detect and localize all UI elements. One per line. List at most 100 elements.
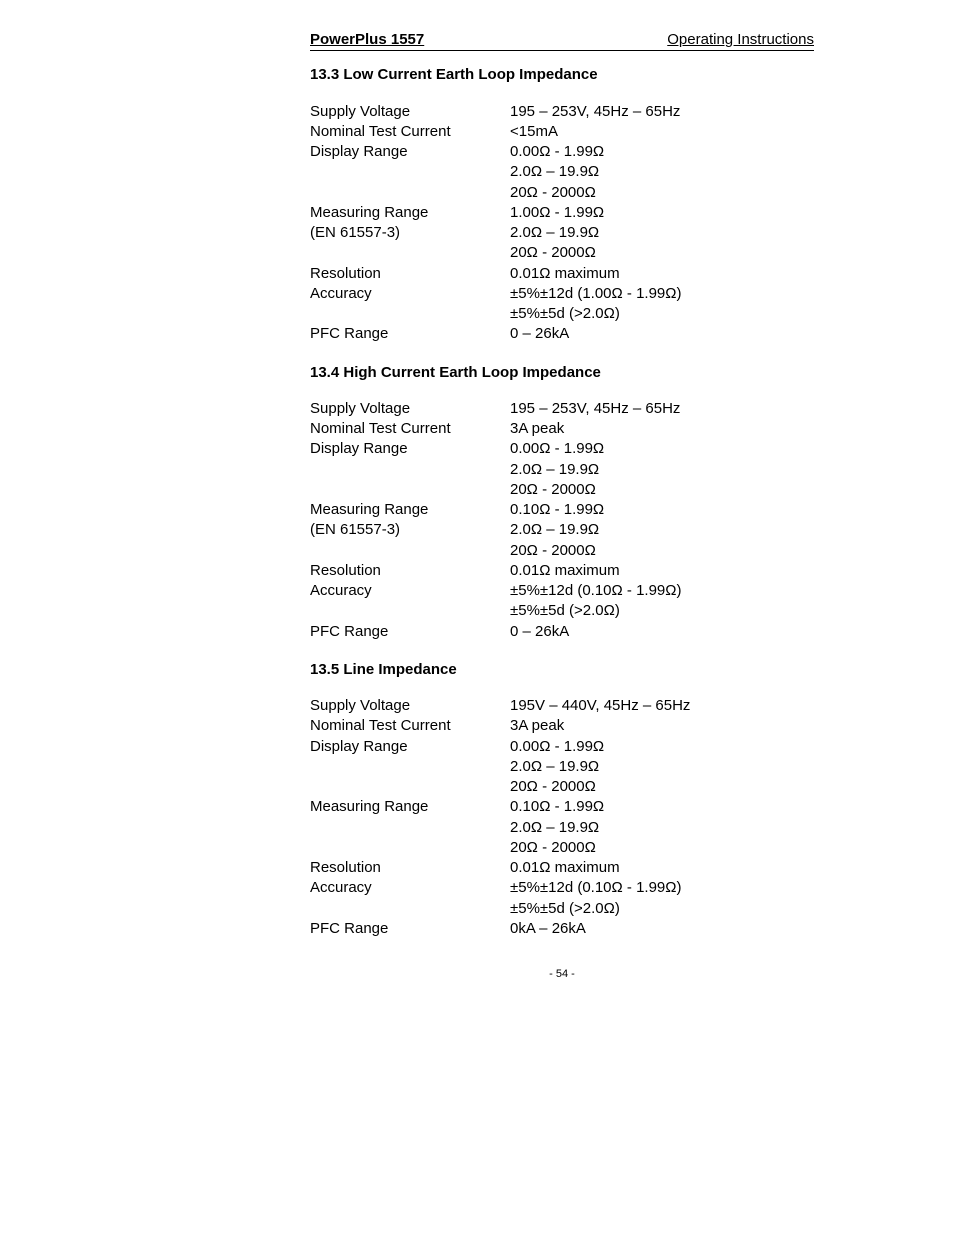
spec-value: <15mA	[510, 122, 814, 142]
spec-row: Supply Voltage195 – 253V, 45Hz – 65Hz	[310, 399, 814, 419]
spec-label: Resolution	[310, 561, 510, 581]
spec-value: 0.00Ω - 1.99Ω	[510, 142, 814, 162]
spec-row: Measuring Range0.10Ω - 1.99Ω	[310, 797, 814, 817]
spec-label: Display Range	[310, 142, 510, 162]
spec-value: 0 – 26kA	[510, 622, 814, 642]
page-number: - 54 -	[310, 967, 814, 982]
spec-row: Accuracy±5%±12d (1.00Ω - 1.99Ω)	[310, 284, 814, 304]
spec-value: ±5%±12d (0.10Ω - 1.99Ω)	[510, 878, 814, 898]
spec-label	[310, 162, 510, 182]
spec-row: 20Ω - 2000Ω	[310, 777, 814, 797]
spec-value: 195 – 253V, 45Hz – 65Hz	[510, 399, 814, 419]
spec-value: 195 – 253V, 45Hz – 65Hz	[510, 102, 814, 122]
spec-value: 0.01Ω maximum	[510, 264, 814, 284]
spec-label	[310, 899, 510, 919]
spec-value: 0.10Ω - 1.99Ω	[510, 500, 814, 520]
spec-row: Nominal Test Current3A peak	[310, 419, 814, 439]
spec-row: ±5%±5d (>2.0Ω)	[310, 304, 814, 324]
spec-label	[310, 838, 510, 858]
spec-value: 20Ω - 2000Ω	[510, 480, 814, 500]
spec-label	[310, 304, 510, 324]
spec-label: Accuracy	[310, 284, 510, 304]
spec-label	[310, 460, 510, 480]
spec-row: Resolution0.01Ω maximum	[310, 858, 814, 878]
spec-row: PFC Range0 – 26kA	[310, 324, 814, 344]
spec-label: PFC Range	[310, 622, 510, 642]
spec-row: ±5%±5d (>2.0Ω)	[310, 601, 814, 621]
spec-label	[310, 601, 510, 621]
spec-row: (EN 61557-3)2.0Ω – 19.9Ω	[310, 223, 814, 243]
spec-row: Resolution0.01Ω maximum	[310, 561, 814, 581]
spec-label: Resolution	[310, 264, 510, 284]
spec-value: ±5%±12d (1.00Ω - 1.99Ω)	[510, 284, 814, 304]
header-left: PowerPlus 1557	[310, 30, 424, 50]
spec-label: Resolution	[310, 858, 510, 878]
spec-value: 3A peak	[510, 716, 814, 736]
section-heading: 13.3 Low Current Earth Loop Impedance	[310, 65, 814, 85]
spec-label	[310, 480, 510, 500]
spec-row: 20Ω - 2000Ω	[310, 480, 814, 500]
spec-row: ±5%±5d (>2.0Ω)	[310, 899, 814, 919]
spec-value: 2.0Ω – 19.9Ω	[510, 757, 814, 777]
spec-value: 20Ω - 2000Ω	[510, 183, 814, 203]
spec-row: 2.0Ω – 19.9Ω	[310, 757, 814, 777]
spec-label: Nominal Test Current	[310, 716, 510, 736]
spec-value: 0.01Ω maximum	[510, 858, 814, 878]
spec-value: 0.10Ω - 1.99Ω	[510, 797, 814, 817]
spec-row: Supply Voltage195V – 440V, 45Hz – 65Hz	[310, 696, 814, 716]
spec-value: 0 – 26kA	[510, 324, 814, 344]
spec-row: Measuring Range1.00Ω - 1.99Ω	[310, 203, 814, 223]
spec-label: Nominal Test Current	[310, 419, 510, 439]
spec-value: 2.0Ω – 19.9Ω	[510, 460, 814, 480]
spec-label: Measuring Range	[310, 797, 510, 817]
spec-row: Measuring Range0.10Ω - 1.99Ω	[310, 500, 814, 520]
spec-row: Display Range0.00Ω - 1.99Ω	[310, 737, 814, 757]
spec-label: Display Range	[310, 439, 510, 459]
spec-value: 2.0Ω – 19.9Ω	[510, 162, 814, 182]
spec-label: Display Range	[310, 737, 510, 757]
section-heading: 13.5 Line Impedance	[310, 660, 814, 680]
spec-label	[310, 541, 510, 561]
spec-label	[310, 183, 510, 203]
spec-value: 20Ω - 2000Ω	[510, 777, 814, 797]
spec-label: Supply Voltage	[310, 102, 510, 122]
spec-value: 0.00Ω - 1.99Ω	[510, 439, 814, 459]
spec-label: Supply Voltage	[310, 696, 510, 716]
spec-row: 20Ω - 2000Ω	[310, 541, 814, 561]
spec-label: Measuring Range	[310, 500, 510, 520]
spec-value: 20Ω - 2000Ω	[510, 838, 814, 858]
spec-label: Accuracy	[310, 878, 510, 898]
spec-value: 0.01Ω maximum	[510, 561, 814, 581]
spec-value: 20Ω - 2000Ω	[510, 243, 814, 263]
spec-row: 2.0Ω – 19.9Ω	[310, 818, 814, 838]
spec-label: Accuracy	[310, 581, 510, 601]
spec-label: Measuring Range	[310, 203, 510, 223]
spec-value: ±5%±12d (0.10Ω - 1.99Ω)	[510, 581, 814, 601]
spec-row: PFC Range0kA – 26kA	[310, 919, 814, 939]
section-heading: 13.4 High Current Earth Loop Impedance	[310, 363, 814, 383]
spec-label	[310, 243, 510, 263]
spec-value: 2.0Ω – 19.9Ω	[510, 520, 814, 540]
spec-row: 20Ω - 2000Ω	[310, 243, 814, 263]
spec-row: 20Ω - 2000Ω	[310, 183, 814, 203]
spec-row: Display Range0.00Ω - 1.99Ω	[310, 142, 814, 162]
spec-label: (EN 61557-3)	[310, 223, 510, 243]
spec-label	[310, 818, 510, 838]
spec-value: 0.00Ω - 1.99Ω	[510, 737, 814, 757]
spec-row: Nominal Test Current<15mA	[310, 122, 814, 142]
spec-block: Supply Voltage195 – 253V, 45Hz – 65HzNom…	[310, 102, 814, 345]
spec-label	[310, 777, 510, 797]
spec-row: Resolution0.01Ω maximum	[310, 264, 814, 284]
spec-row: 2.0Ω – 19.9Ω	[310, 162, 814, 182]
spec-row: Nominal Test Current3A peak	[310, 716, 814, 736]
spec-row: Accuracy±5%±12d (0.10Ω - 1.99Ω)	[310, 878, 814, 898]
spec-value: 195V – 440V, 45Hz – 65Hz	[510, 696, 814, 716]
spec-row: Display Range0.00Ω - 1.99Ω	[310, 439, 814, 459]
spec-label: Supply Voltage	[310, 399, 510, 419]
sections-container: 13.3 Low Current Earth Loop Impedance Sup…	[310, 65, 814, 939]
spec-label: (EN 61557-3)	[310, 520, 510, 540]
spec-value: 3A peak	[510, 419, 814, 439]
spec-row: 20Ω - 2000Ω	[310, 838, 814, 858]
spec-value: ±5%±5d (>2.0Ω)	[510, 304, 814, 324]
spec-value: ±5%±5d (>2.0Ω)	[510, 899, 814, 919]
